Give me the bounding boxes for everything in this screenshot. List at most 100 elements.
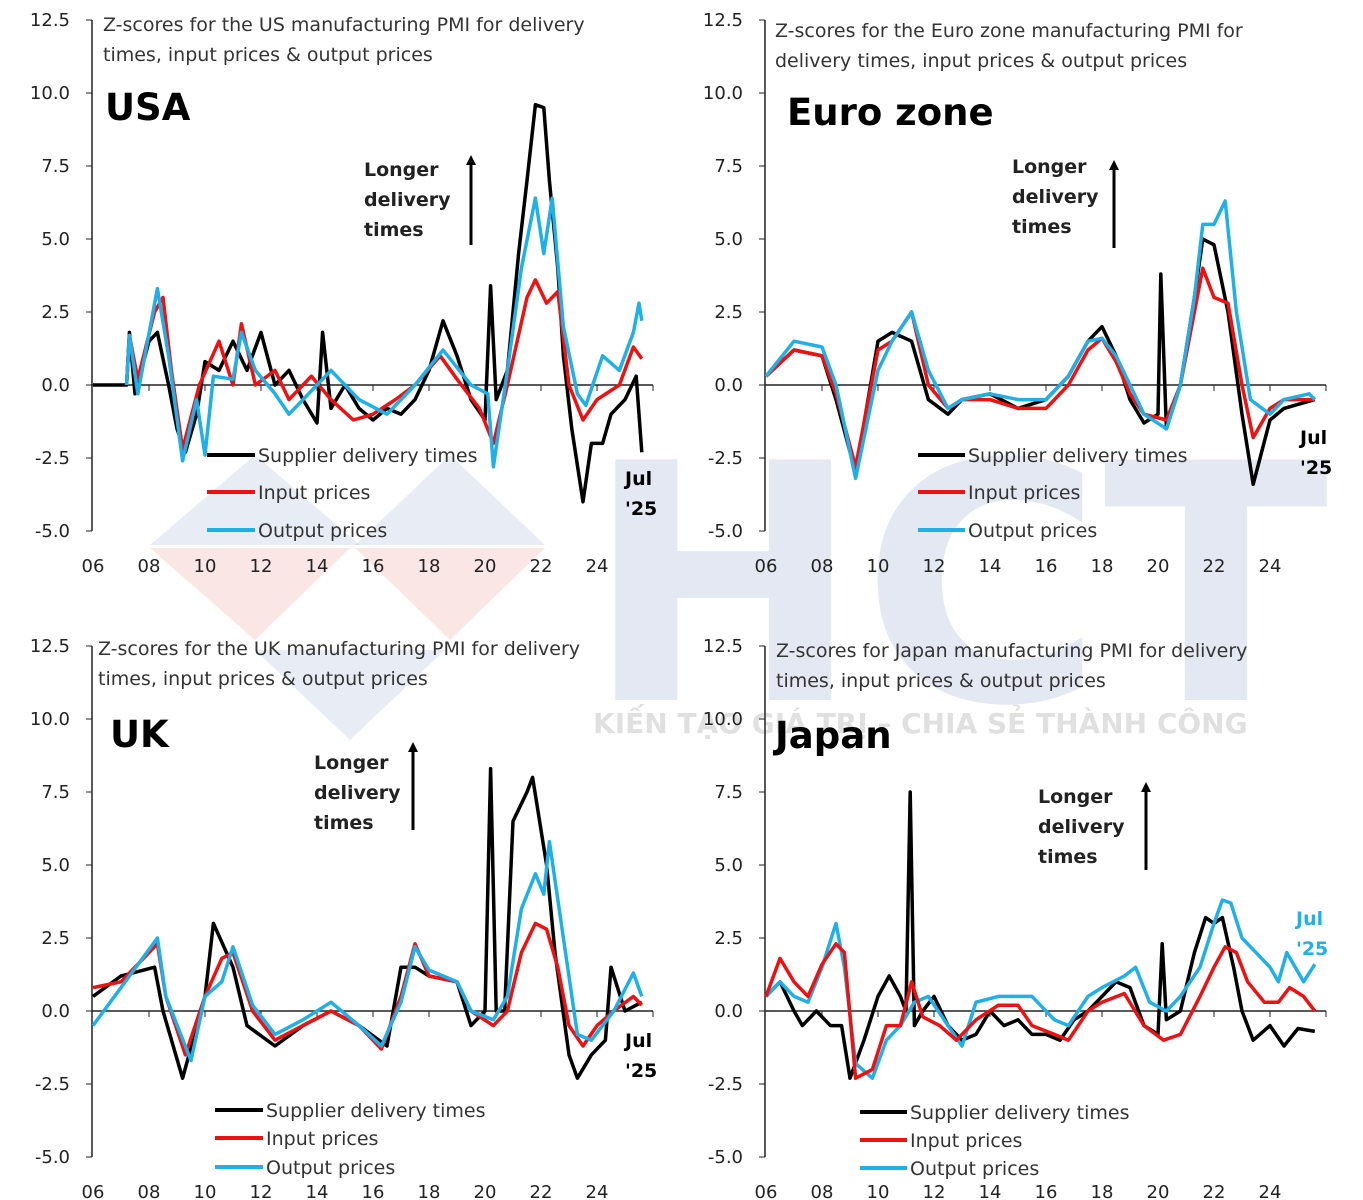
x-tick-label: 22 (530, 556, 553, 577)
x-tick-label: 16 (1035, 556, 1058, 577)
legend-label: Output prices (258, 520, 387, 542)
watermark-diamond-blue (355, 455, 545, 545)
chart-title: times, input prices & output prices (776, 670, 1106, 692)
arrow-head-icon (466, 155, 476, 165)
x-tick-label: 06 (755, 556, 778, 577)
legend-label: Output prices (968, 520, 1097, 542)
x-tick-label: 24 (1259, 556, 1282, 577)
annotation-text: Longer (1038, 786, 1113, 808)
y-tick-label: 7.5 (41, 156, 70, 177)
y-tick-label: 10.0 (30, 709, 70, 730)
x-tick-label: 20 (474, 1182, 497, 1200)
legend-label: Supplier delivery times (258, 445, 477, 467)
end-date-label: '25 (625, 498, 657, 520)
chart-title: Z-scores for the Euro zone manufacturing… (775, 20, 1243, 42)
panel-usa: 12.5 10.0 7.5 5.0 2.5 0.0 -2.5 -5.0 06 08 10 12 14 16… (30, 10, 657, 577)
x-tick-label: 24 (586, 556, 609, 577)
x-tick-label: 22 (530, 1182, 553, 1200)
end-date-label: '25 (1296, 938, 1328, 960)
y-tick-label: 10.0 (703, 709, 743, 730)
x-tick-label: 10 (194, 556, 217, 577)
y-tick-label: 12.5 (703, 636, 743, 657)
arrow-head-icon (1109, 160, 1119, 170)
series-line-input (764, 942, 1317, 1080)
y-tick-label: 12.5 (30, 10, 70, 31)
legend-label: Output prices (910, 1158, 1039, 1180)
series-line-input (764, 266, 1315, 469)
series-line-output (764, 199, 1317, 481)
legend-label: Input prices (910, 1130, 1022, 1152)
chart-title: Z-scores for the US manufacturing PMI fo… (103, 14, 585, 36)
legend-label: Supplier delivery times (266, 1100, 485, 1122)
annotation-text: times (364, 219, 424, 241)
x-tick-label: 08 (138, 556, 161, 577)
y-tick-label: 2.5 (714, 928, 743, 949)
y-tick-label: -5.0 (708, 1147, 743, 1168)
x-tick-label: 12 (250, 556, 273, 577)
y-tick-label: 7.5 (41, 782, 70, 803)
arrow-head-icon (1141, 782, 1151, 792)
legend-label: Input prices (968, 482, 1080, 504)
x-tick-label: 16 (362, 556, 385, 577)
x-tick-label: 24 (1259, 1182, 1282, 1200)
x-tick-label: 20 (474, 556, 497, 577)
x-tick-label: 18 (1091, 556, 1114, 577)
y-tick-label: 7.5 (714, 156, 743, 177)
x-tick-label: 10 (867, 556, 890, 577)
x-tick-label: 16 (362, 1182, 385, 1200)
legend-label: Supplier delivery times (910, 1102, 1129, 1124)
annotation-text: delivery (1012, 186, 1099, 208)
y-tick-label: -5.0 (708, 521, 743, 542)
legend-label: Input prices (258, 482, 370, 504)
chart-title: times, input prices & output prices (103, 44, 433, 66)
y-tick-label: 2.5 (714, 302, 743, 323)
y-tick-label: 7.5 (714, 782, 743, 803)
y-tick-label: 2.5 (41, 928, 70, 949)
x-tick-label: 08 (811, 556, 834, 577)
series-line-delivery (764, 237, 1316, 487)
region-label: Japan (772, 714, 892, 757)
annotation-text: Longer (364, 159, 439, 181)
x-tick-label: 18 (418, 1182, 441, 1200)
watermark-slogan: KIẾN TẠO GIÁ TRỊ – CHIA SẺ THÀNH CÔNG (593, 703, 1248, 740)
end-date-label: '25 (625, 1060, 657, 1082)
panel-uk: 12.5 10.0 7.5 5.0 2.5 0.0 -2.5 -5.0 06 08 10 12 14 16… (30, 636, 657, 1200)
arrow-head-icon (408, 742, 418, 752)
chart-title: delivery times, input prices & output pr… (775, 50, 1187, 72)
x-tick-label: 20 (1147, 556, 1170, 577)
end-date-label: Jul (1298, 427, 1327, 449)
x-tick-label: 08 (811, 1182, 834, 1200)
annotation-text: times (1038, 846, 1098, 868)
x-tick-label: 14 (979, 1182, 1002, 1200)
y-tick-label: -2.5 (708, 1074, 743, 1095)
watermark-diamond-red (355, 548, 545, 640)
watermark-logo: HCT (585, 394, 1330, 778)
y-tick-label: 5.0 (41, 855, 70, 876)
panel-japan: 12.5 10.0 7.5 5.0 2.5 0.0 -2.5 -5.0 06 08 10 12 14 16… (703, 636, 1328, 1200)
y-tick-label: -5.0 (35, 1147, 70, 1168)
annotation-text: delivery (314, 782, 401, 804)
x-tick-label: 06 (82, 556, 105, 577)
y-tick-label: 0.0 (41, 1001, 70, 1022)
panel-euro: 12.5 10.0 7.5 5.0 2.5 0.0 -2.5 -5.0 06 08 10 12 14 16… (703, 10, 1332, 577)
annotation-text: delivery (364, 189, 451, 211)
chart-title: Z-scores for Japan manufacturing PMI for… (776, 640, 1247, 662)
y-tick-label: -2.5 (35, 448, 70, 469)
y-tick-label: -2.5 (35, 1074, 70, 1095)
y-tick-label: 5.0 (41, 229, 70, 250)
end-date-label: Jul (623, 1030, 652, 1052)
x-tick-label: 14 (306, 556, 329, 577)
series-line-output (124, 196, 644, 469)
annotation-text: Longer (1012, 156, 1087, 178)
chart-title: Z-scores for the UK manufacturing PMI fo… (98, 638, 580, 660)
x-tick-label: 06 (755, 1182, 778, 1200)
y-tick-label: 0.0 (714, 1001, 743, 1022)
annotation-text: times (1012, 216, 1072, 238)
legend-label: Input prices (266, 1128, 378, 1150)
region-label: Euro zone (787, 91, 994, 134)
x-tick-label: 18 (1091, 1182, 1114, 1200)
x-tick-label: 12 (923, 1182, 946, 1200)
end-date-label: '25 (1300, 457, 1332, 479)
x-tick-label: 06 (82, 1182, 105, 1200)
x-tick-label: 12 (923, 556, 946, 577)
